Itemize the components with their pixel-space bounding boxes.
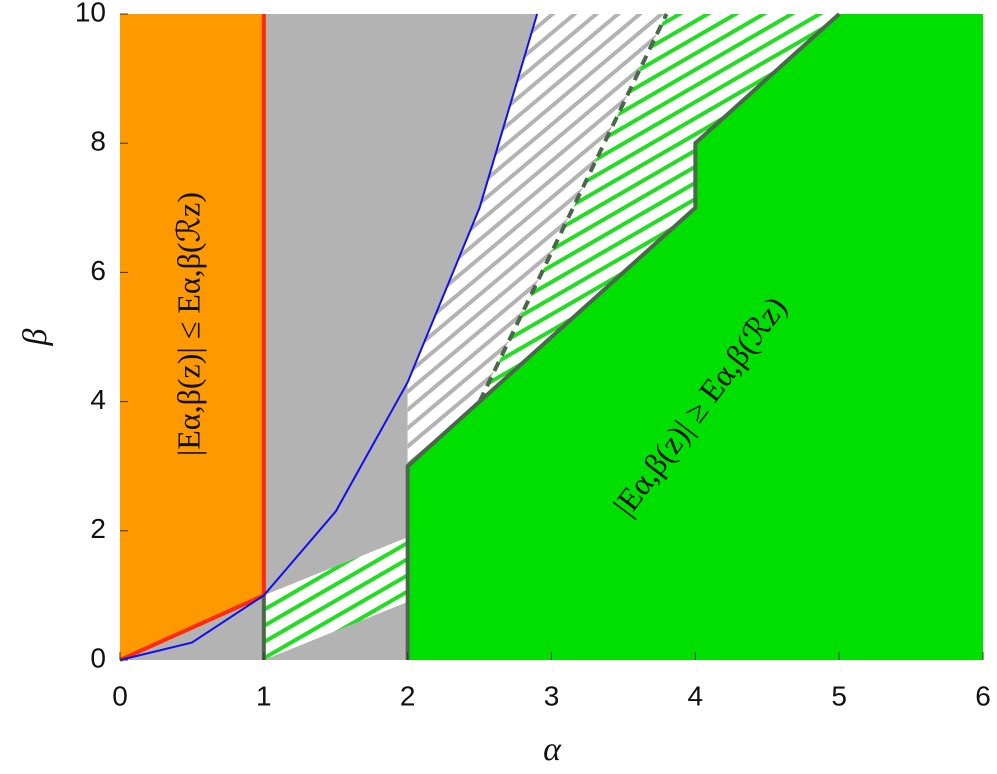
region <box>407 14 667 467</box>
x-tick-label: 4 <box>688 680 704 711</box>
y-tick-label: 2 <box>90 513 106 544</box>
region-label: |Eα,β(z)| ≤ Eα,β(ℛz) <box>170 192 206 456</box>
plot-area: |Eα,β(z)| ≤ Eα,β(ℛz) |Eα,β(z)| ≥ Eα,β(ℛz) <box>119 12 984 662</box>
boundary-line <box>477 13 669 403</box>
region <box>120 14 264 660</box>
x-tick-label: 3 <box>544 680 560 711</box>
y-tick-label: 4 <box>90 384 106 415</box>
x-tick-label: 2 <box>400 680 416 711</box>
y-tick-label: 6 <box>90 255 106 286</box>
boundary-line <box>405 12 841 660</box>
y-tick-label: 0 <box>90 642 106 673</box>
x-tick-label: 5 <box>831 680 847 711</box>
region <box>263 537 408 660</box>
y-tick-label: 10 <box>75 0 106 27</box>
region <box>407 14 984 660</box>
x-tick-label: 1 <box>256 680 272 711</box>
y-tick-label: 8 <box>90 126 106 157</box>
region <box>479 14 840 402</box>
y-axis-label: β <box>17 328 54 346</box>
x-tick-label: 6 <box>975 680 991 711</box>
x-axis-label: α <box>543 731 562 768</box>
boundary-line <box>119 13 539 661</box>
x-tick-label: 0 <box>112 680 128 711</box>
